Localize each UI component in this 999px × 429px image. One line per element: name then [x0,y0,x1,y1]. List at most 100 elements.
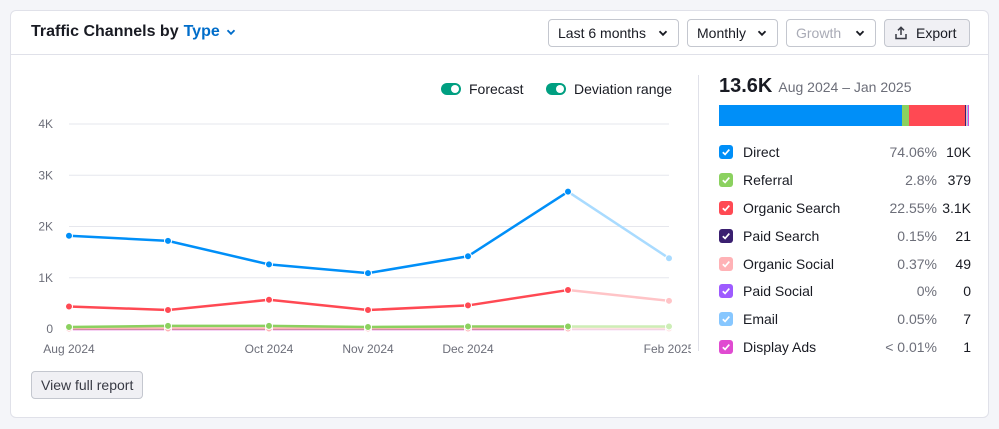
share-bar-segment [902,105,910,126]
period-select-value: Last 6 months [558,25,646,41]
series-line [68,190,569,275]
channel-percent: 0.05% [897,311,937,328]
channel-name: Email [743,311,779,328]
type-dropdown[interactable]: Type [184,23,236,41]
forecast-label: Forecast [469,81,524,97]
data-point [364,269,372,278]
granularity-select-value: Monthly [697,25,747,41]
channel-checkbox[interactable] [719,340,733,355]
channel-row[interactable]: Paid Social 0% 0 [719,277,971,305]
share-bar-segment [719,105,903,126]
y-tick-label: 2K [38,220,53,234]
check-icon [722,344,730,351]
check-icon [722,148,730,156]
channel-list: Direct 74.06% 10K Referral 2.8% 379 Organic Se… [719,138,971,361]
metric-select[interactable]: Growth [786,19,876,47]
metric-select-value: Growth [796,25,842,41]
data-point [564,286,572,295]
channel-checkbox[interactable] [719,200,733,215]
channel-name: Organic Search [743,199,841,216]
channel-row[interactable]: Organic Social 0.37% 49 [719,250,971,278]
deviation-toggle-switch[interactable] [546,83,566,95]
data-point [265,321,273,330]
data-point [265,295,273,304]
series-line [68,288,569,312]
channel-name: Display Ads [743,339,817,356]
channel-name: Referral [743,171,793,188]
channel-percent: 0.37% [897,255,937,272]
channel-row[interactable]: Email 0.05% 7 [719,305,971,333]
channel-share-bar [719,105,969,126]
channel-percent: 0.15% [897,227,937,244]
data-point [164,306,172,315]
channel-count: 379 [947,171,971,188]
y-tick-label: 3K [38,168,53,182]
channel-percent: 74.06% [889,143,937,160]
channel-checkbox[interactable] [719,284,733,299]
date-range: Aug 2024 – Jan 2025 [778,79,912,95]
channel-row[interactable]: Organic Search 22.55% 3.1K [719,194,971,222]
channel-percent: < 0.01% [885,339,937,356]
check-icon [722,316,730,323]
panel-divider [698,75,699,351]
data-point [265,260,273,269]
total-value: 13.6K [719,75,773,97]
channel-checkbox[interactable] [719,228,733,243]
forecast-toggle[interactable]: Forecast [441,81,523,97]
widget-title: Traffic Channels by Type [31,23,236,41]
check-icon [722,204,730,212]
data-point [665,322,673,331]
chevron-down-icon [757,30,767,37]
channel-checkbox[interactable] [719,256,733,271]
channel-row[interactable]: Referral 2.8% 379 [719,166,971,194]
traffic-line-chart: 0 1K 2K 3K 4K Aug 2024 Oct 2024 Nov 2024 Dec 202… [38,117,691,356]
channel-row[interactable]: Direct 74.06% 10K [719,138,971,166]
channel-percent: 0% [916,283,937,300]
chevron-down-icon [226,29,235,36]
check-icon [722,288,730,296]
forecast-line [567,190,670,260]
channel-percent: 2.8% [905,171,937,188]
y-tick-label: 4K [38,117,53,131]
data-point [564,322,572,331]
type-label: Type [183,23,220,40]
data-point [65,231,73,240]
channel-percent: 22.55% [889,199,937,216]
channel-name: Paid Social [743,283,814,300]
data-point [164,321,172,330]
channel-count: 21 [955,227,971,244]
x-tick-label: Oct 2024 [245,342,294,356]
view-full-report-button[interactable]: View full report [31,371,144,399]
check-icon [722,176,730,184]
export-icon [895,26,907,40]
share-bar-segment [966,105,968,126]
deviation-label: Deviation range [574,81,673,97]
channel-row[interactable]: Paid Search 0.15% 21 [719,222,971,250]
channel-count: 10K [946,143,971,160]
period-select[interactable]: Last 6 months [548,19,679,47]
data-point [364,306,372,315]
x-tick-label: Feb 2025 [644,342,691,356]
title-prefix: Traffic Channels by [31,23,179,40]
data-point [464,301,472,310]
traffic-channels-widget: Traffic Channels by Type Last 6 months M… [10,10,989,418]
forecast-toggle-switch[interactable] [441,83,461,95]
x-tick-label: Dec 2024 [442,342,494,356]
widget-header: Traffic Channels by Type Last 6 months M… [11,11,988,55]
channel-checkbox[interactable] [719,312,733,327]
deviation-toggle[interactable]: Deviation range [546,81,672,97]
data-point [665,254,673,263]
export-label: Export [916,25,957,41]
data-point [564,187,572,196]
share-bar-segment [965,105,967,126]
channel-count: 1 [963,339,971,356]
granularity-select[interactable]: Monthly [687,19,778,47]
channel-row[interactable]: Display Ads < 0.01% 1 [719,333,971,361]
data-point [665,296,673,305]
channel-checkbox[interactable] [719,172,733,187]
channel-checkbox[interactable] [719,144,733,159]
channel-count: 0 [963,283,971,300]
chevron-down-icon [658,30,668,37]
export-button[interactable]: Export [884,19,970,47]
chevron-down-icon [855,30,865,37]
